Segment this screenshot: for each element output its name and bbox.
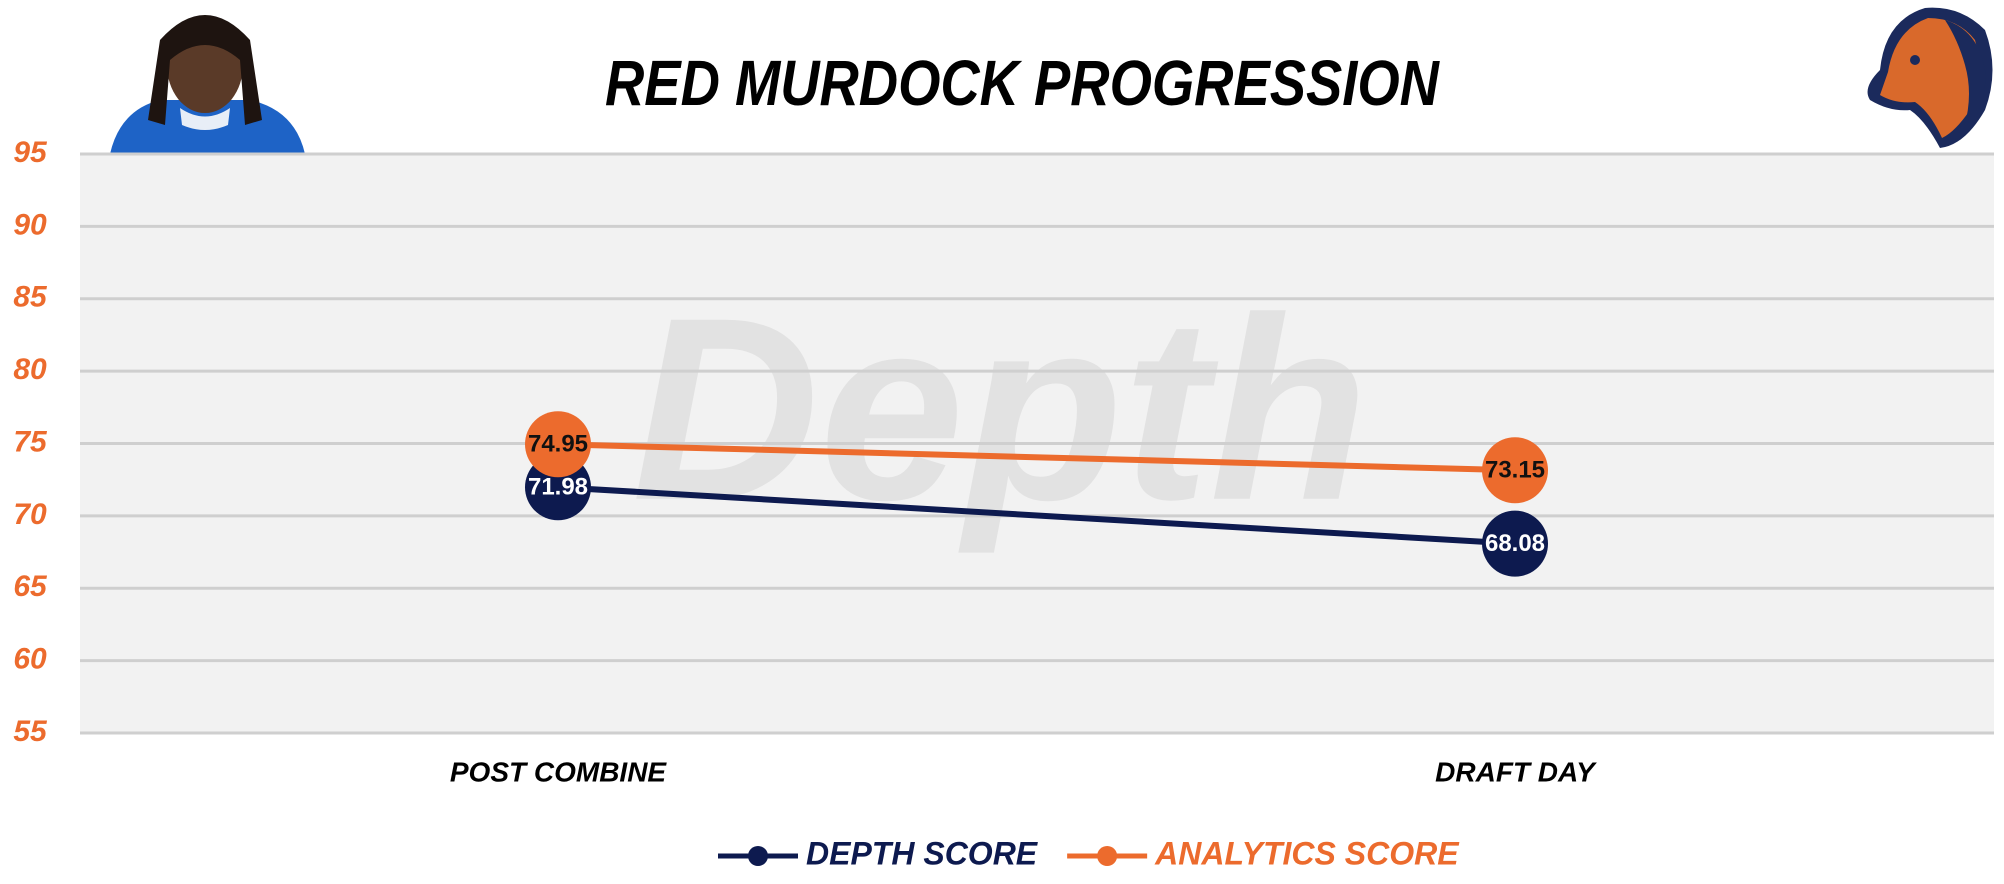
y-tick-label: 70: [13, 498, 47, 531]
y-tick-label: 85: [13, 281, 48, 314]
marker: [1482, 510, 1548, 577]
legend-label: ANALYTICS SCORE: [1154, 835, 1460, 871]
series-line: [557, 484, 1516, 547]
marker: [525, 411, 591, 478]
y-tick-label: 55: [13, 715, 48, 748]
marker: [1482, 437, 1548, 504]
y-tick-label: 75: [13, 425, 48, 458]
data-label: 68.08: [1485, 530, 1545, 557]
y-tick-label: 80: [13, 353, 47, 386]
watermark: Depth: [632, 265, 1369, 556]
legend-item: DEPTH SCORE: [718, 835, 1039, 871]
x-tick-label: DRAFT DAY: [1435, 756, 1597, 787]
series-line: [557, 441, 1516, 474]
legend-label: DEPTH SCORE: [806, 835, 1039, 871]
y-tick-label: 65: [13, 570, 48, 603]
data-label: 74.95: [528, 431, 588, 458]
team-logo: [1867, 7, 1993, 148]
data-label: 73.15: [1485, 457, 1545, 484]
data-label: 71.98: [528, 474, 588, 501]
y-tick-label: 60: [13, 643, 47, 676]
player-photo: [108, 0, 306, 154]
y-tick-label: 90: [13, 208, 47, 241]
legend-item: ANALYTICS SCORE: [1067, 835, 1460, 871]
x-tick-label: POST COMBINE: [450, 756, 668, 787]
chart-title: RED MURDOCK PROGRESSION: [605, 47, 1440, 119]
legend-marker: [1097, 846, 1118, 866]
y-tick-label: 95: [13, 136, 48, 169]
legend-marker: [748, 846, 768, 866]
